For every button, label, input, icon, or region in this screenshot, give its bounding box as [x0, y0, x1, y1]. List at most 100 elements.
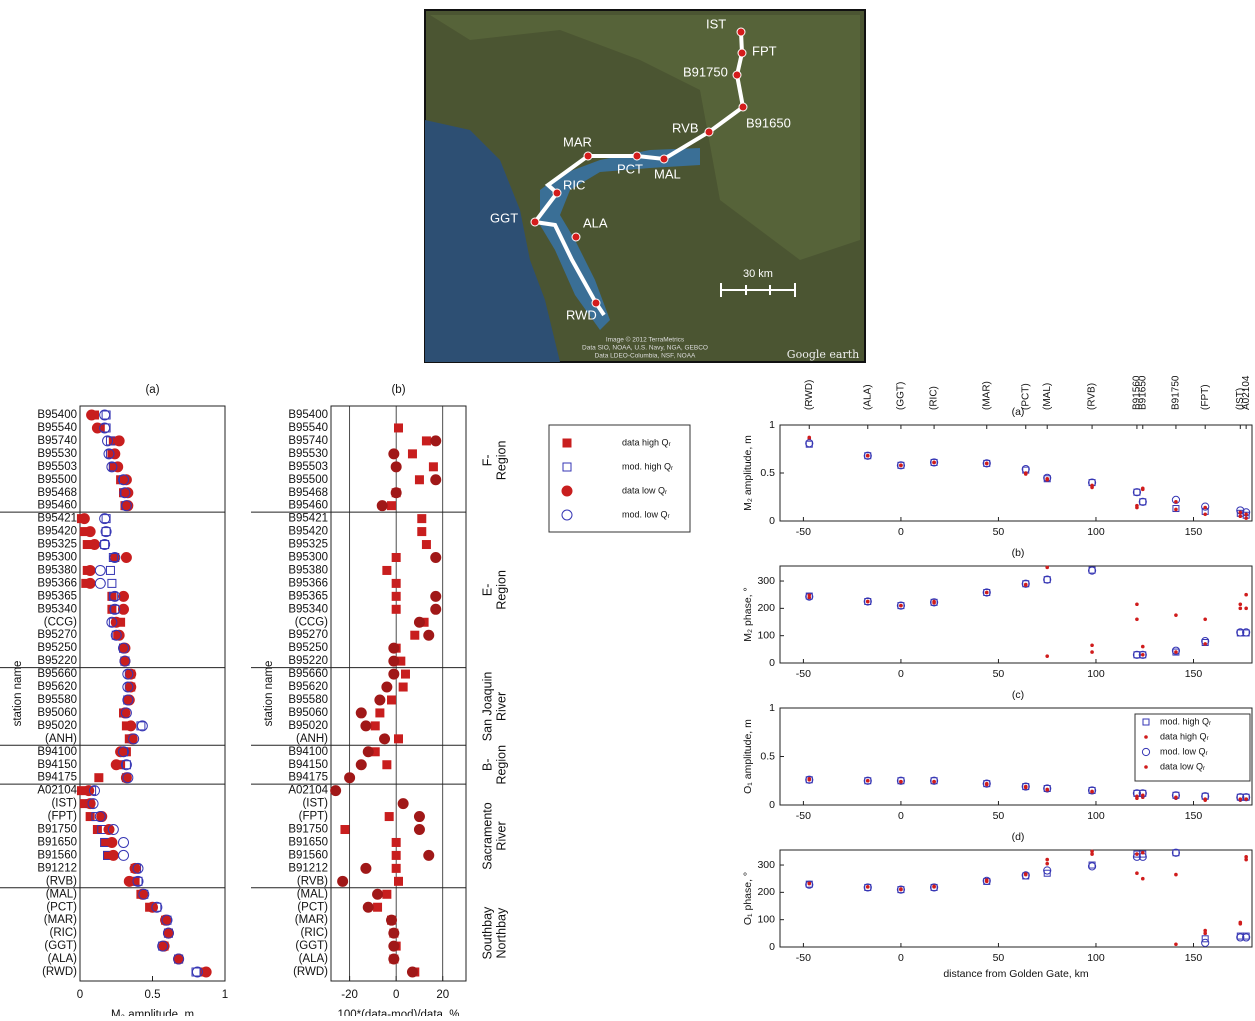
x-tick-label: 100 — [1087, 526, 1105, 538]
marker — [390, 487, 402, 499]
category-label: (ALA) — [299, 953, 329, 965]
marker — [1203, 505, 1207, 510]
marker — [386, 914, 398, 926]
category-label: (ANH) — [296, 733, 328, 745]
category-label: (RWD) — [42, 966, 77, 978]
region-label: Southbay — [480, 906, 494, 960]
region-label: Region — [494, 570, 508, 610]
marker — [417, 527, 427, 537]
x2-tick-label: (MAR) — [981, 381, 992, 410]
marker — [360, 720, 372, 732]
legend-box — [548, 424, 691, 533]
marker — [102, 435, 114, 447]
category-label: (PCT) — [46, 901, 77, 913]
marker — [1172, 505, 1180, 513]
marker — [391, 578, 401, 588]
marker — [421, 436, 431, 446]
marker — [1135, 602, 1139, 607]
region-label: Sacramento — [480, 802, 494, 869]
marker — [113, 629, 125, 641]
marker — [932, 884, 936, 889]
map-station — [737, 48, 747, 58]
marker — [87, 798, 99, 810]
marker — [864, 598, 872, 606]
marker — [1244, 606, 1248, 611]
marker — [984, 590, 989, 595]
marker — [400, 669, 410, 679]
marker — [1242, 933, 1251, 942]
bay — [540, 148, 700, 330]
marker — [1021, 782, 1030, 791]
legend-label: mod. high Qᵣ — [622, 461, 673, 471]
marker — [1244, 512, 1248, 517]
marker — [162, 927, 174, 939]
marker — [423, 849, 435, 861]
marker — [1141, 747, 1151, 757]
marker — [1045, 477, 1050, 482]
category-label: B95660 — [288, 668, 328, 680]
marker — [100, 526, 112, 538]
legend-label: mod. low Qᵣ — [622, 509, 670, 519]
marker — [1238, 921, 1243, 926]
legend-box — [1134, 713, 1251, 782]
category-label: B91560 — [288, 849, 328, 861]
marker — [112, 461, 124, 473]
panel-title: (a) — [145, 384, 159, 396]
marker — [120, 474, 132, 486]
marker — [391, 552, 401, 562]
marker — [1087, 862, 1097, 871]
marker — [1023, 784, 1028, 789]
category-label: B95365 — [288, 590, 328, 602]
map-station-label: GGT — [490, 210, 518, 225]
marker — [807, 435, 812, 440]
marker — [805, 439, 814, 448]
marker — [1201, 935, 1209, 943]
category-label: B95270 — [288, 629, 328, 641]
marker — [807, 777, 812, 781]
marker — [118, 849, 129, 861]
marker — [1138, 650, 1147, 659]
x-tick-label: 150 — [1185, 952, 1203, 964]
marker — [1043, 575, 1052, 584]
marker — [983, 589, 991, 597]
category-label: B95325 — [37, 539, 77, 551]
logo: Google earth — [787, 348, 859, 361]
map: 30 km Image © 2012 TerraMetrics Data SIO… — [424, 9, 866, 363]
marker — [864, 883, 872, 891]
category-label: (RIC) — [301, 927, 329, 939]
x2-tick-label: (GGT) — [896, 382, 907, 410]
category-label: B91560 — [37, 849, 77, 861]
category-label: (GGT) — [295, 940, 328, 952]
marker — [110, 616, 122, 628]
category-label: B95340 — [288, 603, 328, 615]
marker — [94, 811, 106, 823]
category-label: B95740 — [288, 435, 328, 447]
marker — [430, 603, 442, 615]
category-label: B95460 — [37, 500, 77, 512]
category-label: B91750 — [288, 824, 328, 836]
marker — [413, 824, 425, 836]
category-label: B95620 — [288, 681, 328, 693]
category-label: B95325 — [288, 539, 328, 551]
marker — [120, 707, 132, 719]
category-label: (FPT) — [299, 811, 329, 823]
category-label: B95366 — [288, 577, 328, 589]
marker — [932, 779, 936, 784]
marker — [1023, 471, 1028, 475]
x2-tick-label: B91650 — [1137, 375, 1148, 410]
category-label: B95500 — [37, 474, 77, 486]
marker — [394, 423, 403, 433]
category-label: B95420 — [37, 526, 77, 538]
marker — [1023, 872, 1028, 877]
map-station — [591, 298, 601, 308]
category-label: B91750 — [37, 824, 77, 836]
category-label: B95468 — [288, 487, 328, 499]
marker — [1238, 510, 1243, 515]
marker — [896, 601, 906, 610]
region-label: Region — [494, 440, 508, 480]
panel-title: (a) — [1012, 406, 1025, 418]
marker — [398, 682, 408, 692]
marker — [78, 513, 90, 525]
marker — [899, 463, 903, 468]
marker — [929, 776, 939, 785]
